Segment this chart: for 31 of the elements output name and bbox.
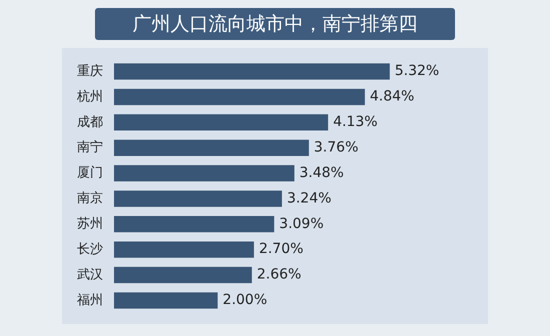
y-tick-label: 厦门 <box>77 164 103 181</box>
data-label: 2.00% <box>222 292 268 308</box>
y-tick-label: 福州 <box>77 292 103 308</box>
data-label: 4.13% <box>333 114 378 130</box>
bar <box>114 63 390 80</box>
y-tick-label: 苏州 <box>77 216 103 232</box>
bar <box>114 114 328 131</box>
bar <box>114 140 309 156</box>
bar <box>114 266 252 284</box>
data-label: 3.09% <box>279 216 324 232</box>
data-label: 3.76% <box>314 139 358 156</box>
data-label: 3.48% <box>299 164 344 181</box>
data-label: 2.70% <box>258 241 304 258</box>
y-tick-label: 成都 <box>77 114 103 130</box>
y-tick-label: 南京 <box>77 191 103 206</box>
bar <box>114 241 254 258</box>
bar <box>114 216 274 232</box>
y-tick-label: 武汉 <box>77 267 103 282</box>
bar <box>114 88 365 106</box>
data-label: 5.32% <box>394 63 440 80</box>
data-label: 4.84% <box>370 88 414 105</box>
data-label: 3.24% <box>286 190 332 206</box>
bar <box>114 190 282 207</box>
y-tick-label: 杭州 <box>76 89 103 104</box>
data-label: 2.66% <box>256 266 302 283</box>
y-tick-label: 重庆 <box>77 64 103 79</box>
y-tick-label: 南宁 <box>77 139 103 156</box>
y-tick-label: 长沙 <box>77 242 103 257</box>
chart-title: 广州人口流向城市中，南宁排第四 <box>95 8 455 40</box>
bar <box>114 165 294 182</box>
bar <box>114 292 218 309</box>
